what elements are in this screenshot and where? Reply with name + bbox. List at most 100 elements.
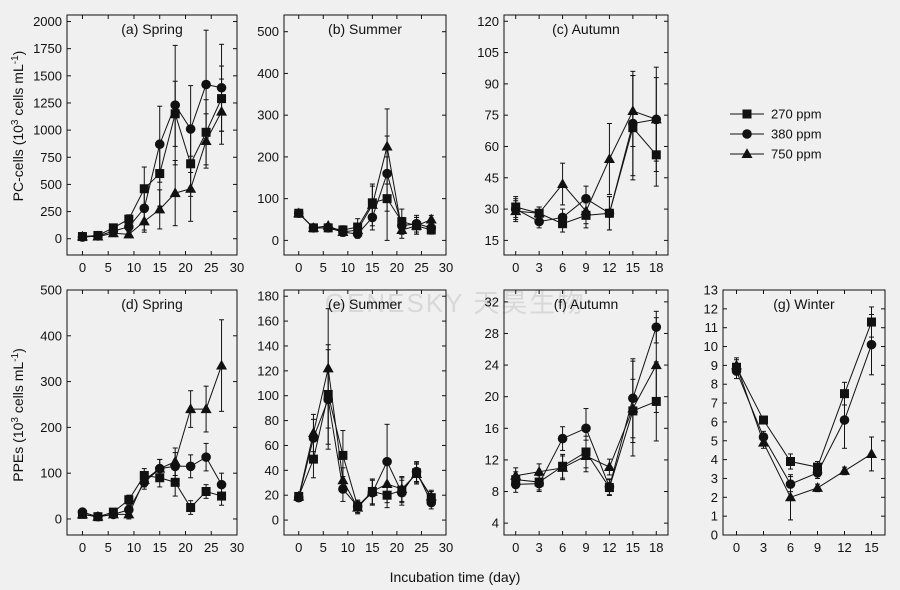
data-point [411,468,423,479]
series-line [82,456,222,518]
chart-panel: 0 3 6 9 12 15 18 4 8 12 16 20 24 28 32 (f) Autumn [485,289,669,555]
series-line [82,98,222,238]
plot-frame [283,289,447,536]
series-square [294,344,436,514]
y-tick-label: 11 [705,320,719,335]
panel-title: (g) Winter [773,296,835,312]
data-point [603,153,615,163]
legend-label: 380 ppm [771,127,822,142]
y-tick-label: 10 [704,339,718,354]
x-tick-label: 0 [295,540,302,555]
y-tick-label: 2000 [33,14,62,29]
plot-frame [66,14,238,256]
x-tick-label: 6 [559,260,566,275]
y-tick-label: 3 [711,471,718,486]
y-tick-label: 60 [485,139,499,154]
data-point [604,208,615,219]
y-tick-label: 15 [485,233,499,248]
legend-entry: 270 ppm [730,107,822,122]
x-tick-label: 18 [649,540,663,555]
data-point [411,219,423,230]
y-tick-label: 20 [265,488,279,503]
x-tick-label: 0 [79,540,86,555]
data-point [186,503,196,513]
data-point [308,454,318,464]
y-tick-label: 4 [711,452,718,467]
y-tick-label: 2 [711,490,718,505]
x-tick-label: 0 [295,260,302,275]
legend-label: 270 ppm [771,107,822,122]
series-square [732,306,876,474]
data-point [154,139,165,150]
data-point [425,213,437,224]
data-point [812,468,823,478]
x-axis-label: Incubation time (day) [390,569,521,585]
data-point [510,205,522,216]
series-line [82,474,222,518]
data-point [169,455,181,466]
y-tick-label: 7 [711,396,718,411]
data-point [650,113,662,124]
data-point [382,456,392,467]
data-point [839,465,850,475]
data-point [426,223,437,233]
data-point [366,485,378,496]
y-tick-label: 400 [40,328,62,343]
data-point [839,415,850,425]
legend-marker-triangle [741,148,753,158]
x-tick-label: 15 [365,540,379,555]
data-point [759,415,768,425]
data-point [185,124,196,134]
data-point [170,100,180,110]
legend-marker-square [742,109,752,119]
data-point [154,203,166,214]
data-point [557,212,568,223]
x-tick-label: 10 [127,540,141,555]
y-tick-label: 30 [485,202,499,217]
y-tick-label: 16 [485,421,499,436]
plot-frame [722,289,886,536]
data-point [216,359,228,370]
data-point [154,462,166,473]
x-tick-label: 9 [814,540,821,555]
data-point [366,199,378,209]
legend: 270 ppm 380 ppm 750 ppm [730,107,822,162]
panel-title: (a) Spring [121,21,182,37]
data-point [533,207,545,218]
panel-title: (e) Summer [328,296,402,312]
y-tick-label: 1250 [33,95,62,110]
data-point [107,508,119,519]
data-point [627,105,639,115]
legend-entry: 750 ppm [730,147,822,162]
y-tick-label: 500 [257,24,279,39]
x-tick-label: 25 [204,260,218,275]
data-point [293,207,305,218]
data-point [533,465,545,476]
series-line [82,111,222,238]
y-tick-label: 90 [485,76,499,91]
y-tick-label: 40 [265,463,279,478]
data-point [201,452,211,462]
y-tick-label: 300 [40,374,62,389]
y-tick-label: 12 [704,301,718,316]
series-line [82,83,222,238]
y-tick-label: 0 [272,233,279,248]
y-tick-label: 160 [257,314,279,329]
x-tick-label: 10 [341,540,355,555]
y-tick-label: 13 [704,283,718,298]
data-point [76,508,88,519]
y-tick-label: 400 [257,66,279,81]
y-tick-label: 1 [711,509,718,524]
panel-title: (c) Autumn [552,21,620,37]
y-tick-label: 300 [257,108,279,123]
data-point [812,482,823,492]
x-tick-label: 25 [414,540,428,555]
data-point [352,501,364,512]
series-line [82,365,223,518]
data-point [786,457,795,466]
data-point [138,215,150,226]
y-axis-label-bottom: PPEs (103 cells mL-1) [10,348,26,482]
